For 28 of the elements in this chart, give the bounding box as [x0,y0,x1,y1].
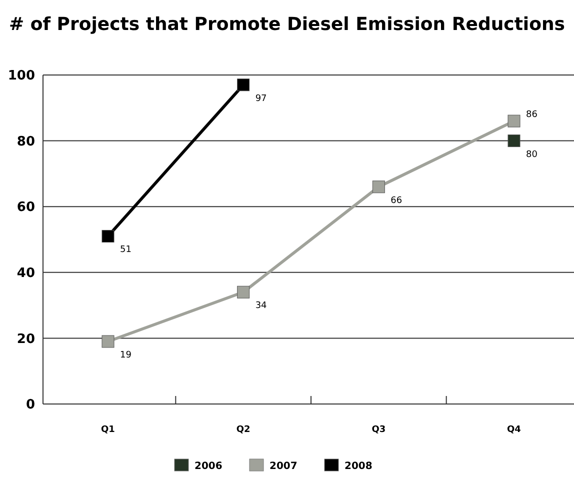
data-label: 97 [255,94,267,104]
point [102,230,114,242]
data-label: 66 [390,196,402,206]
point [508,114,520,128]
point [237,286,250,298]
y-tick-label: 0 [26,398,35,413]
y-tick-label: 100 [8,68,35,84]
x-tick-label: Q1 [101,425,115,435]
y-tick-label: 80 [16,134,35,150]
legend-label: 2006 [194,461,222,472]
data-label: 34 [255,301,268,312]
data-label: 19 [120,350,132,360]
x-tick-label: Q3 [372,425,386,435]
x-tick-label: Q2 [236,425,250,435]
point [508,134,520,148]
data-label: 86 [526,110,538,120]
point [372,180,385,194]
data-label: 51 [120,245,132,256]
chart-title: # of Projects that Promote Diesel Emission Reductions [8,14,566,35]
data-label: 80 [526,150,538,160]
y-tick-label: 40 [16,266,35,281]
point [102,335,114,348]
x-tick-label: Q4 [507,425,521,435]
legend-label: 2007 [270,461,298,472]
y-tick-label: 60 [16,200,35,216]
legend-label: 2008 [344,461,372,472]
y-tick-label: 20 [16,332,35,347]
point [237,78,250,92]
